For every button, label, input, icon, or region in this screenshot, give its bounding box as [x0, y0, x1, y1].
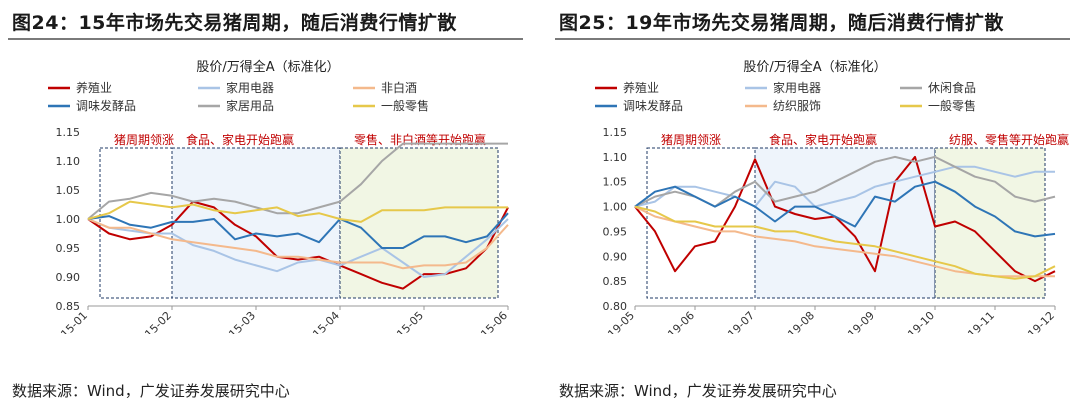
series-line: [87, 200, 508, 223]
y-tick-label: 1.10: [56, 155, 81, 168]
y-tick-label: 0.85: [56, 300, 81, 313]
y-tick-label: 0.90: [603, 250, 628, 263]
series-line: [87, 218, 509, 278]
phase-label: 猪周期领涨: [114, 132, 174, 147]
x-tick-label: 2015-02: [132, 309, 174, 334]
x-tick-label: 2019-09: [835, 309, 877, 334]
figure-title: 图24：15年市场先交易猪周期，随后消费行情扩散: [12, 12, 457, 34]
legend-label: 纺织服饰: [773, 99, 821, 113]
series-line: [87, 218, 509, 270]
y-tick-label: 1.10: [603, 151, 628, 164]
y-tick-label: 0.95: [603, 225, 628, 238]
x-tick-label: 2019-10: [895, 309, 937, 334]
series-line: [634, 180, 1056, 238]
chart-title: 股价/万得全A（标准化）: [196, 59, 339, 75]
y-tick-label: 1.15: [603, 126, 628, 139]
y-tick-label: 1.15: [56, 126, 81, 139]
legend-label: 养殖业: [623, 80, 659, 95]
y-tick-label: 1.05: [56, 184, 81, 197]
legend-label: 一般零售: [381, 98, 429, 113]
phase-label: 猪周期领涨: [661, 132, 721, 147]
x-tick-label: 2019-08: [775, 309, 817, 334]
phase-label: 零售、非白酒等开始跑赢: [354, 132, 486, 147]
source-note: 数据来源：Wind，广发证券发展研究中心: [12, 382, 290, 400]
legend-label: 家用电器: [773, 80, 821, 95]
legend-label: 调味发酵品: [623, 98, 683, 113]
y-tick-label: 0.95: [56, 242, 81, 255]
y-tick-label: 1.00: [56, 213, 81, 226]
legend-label: 休闲食品: [928, 80, 976, 95]
series-line: [634, 155, 1056, 283]
legend-label: 家用电器: [226, 80, 274, 95]
legend-label: 调味发酵品: [76, 98, 136, 113]
title-divider: [8, 38, 523, 40]
x-tick-label: 2015-03: [216, 309, 258, 334]
figure-panel-25: 图25：19年市场先交易猪周期，随后消费行情扩散 股价/万得全A（标准化） 养殖业…: [555, 0, 1080, 413]
x-tick-label: 2019-11: [955, 309, 997, 334]
figure-title: 图25：19年市场先交易猪周期，随后消费行情扩散: [559, 12, 1004, 34]
series-line: [87, 212, 509, 249]
x-tick-label: 2015-06: [468, 309, 510, 334]
figure-panel-24: 图24：15年市场先交易猪周期，随后消费行情扩散 股价/万得全A（标准化） 养殖业…: [8, 0, 533, 413]
y-tick-label: 1.00: [603, 201, 628, 214]
legend-label: 养殖业: [76, 80, 112, 95]
y-tick-label: 0.80: [603, 300, 628, 313]
x-tick-label: 2015-04: [300, 309, 342, 334]
x-tick-label: 2015-05: [384, 309, 426, 334]
y-tick-label: 0.90: [56, 271, 81, 284]
phase-box: [754, 147, 936, 299]
chart-title: 股价/万得全A（标准化）: [743, 59, 886, 75]
phase-label: 食品、家电开始跑赢: [769, 132, 877, 147]
legend-label: 家居用品: [226, 98, 274, 113]
x-tick-label: 2019-07: [715, 309, 757, 334]
phase-box: [171, 147, 341, 299]
source-note: 数据来源：Wind，广发证券发展研究中心: [559, 382, 837, 400]
legend-label: 一般零售: [928, 98, 976, 113]
series-line: [634, 165, 1055, 208]
series-line: [87, 142, 508, 220]
series-line: [634, 205, 1056, 280]
legend-label: 非白酒: [381, 80, 417, 95]
x-tick-label: 2019-06: [655, 309, 697, 334]
y-tick-label: 1.05: [603, 176, 628, 189]
phase-label: 食品、家电开始跑赢: [186, 132, 294, 147]
title-divider: [555, 38, 1070, 40]
phase-label: 纺服、零售等开始跑赢: [949, 132, 1069, 147]
y-tick-label: 0.85: [603, 275, 628, 288]
x-tick-label: 2019-12: [1015, 309, 1057, 334]
phase-box: [99, 147, 173, 299]
